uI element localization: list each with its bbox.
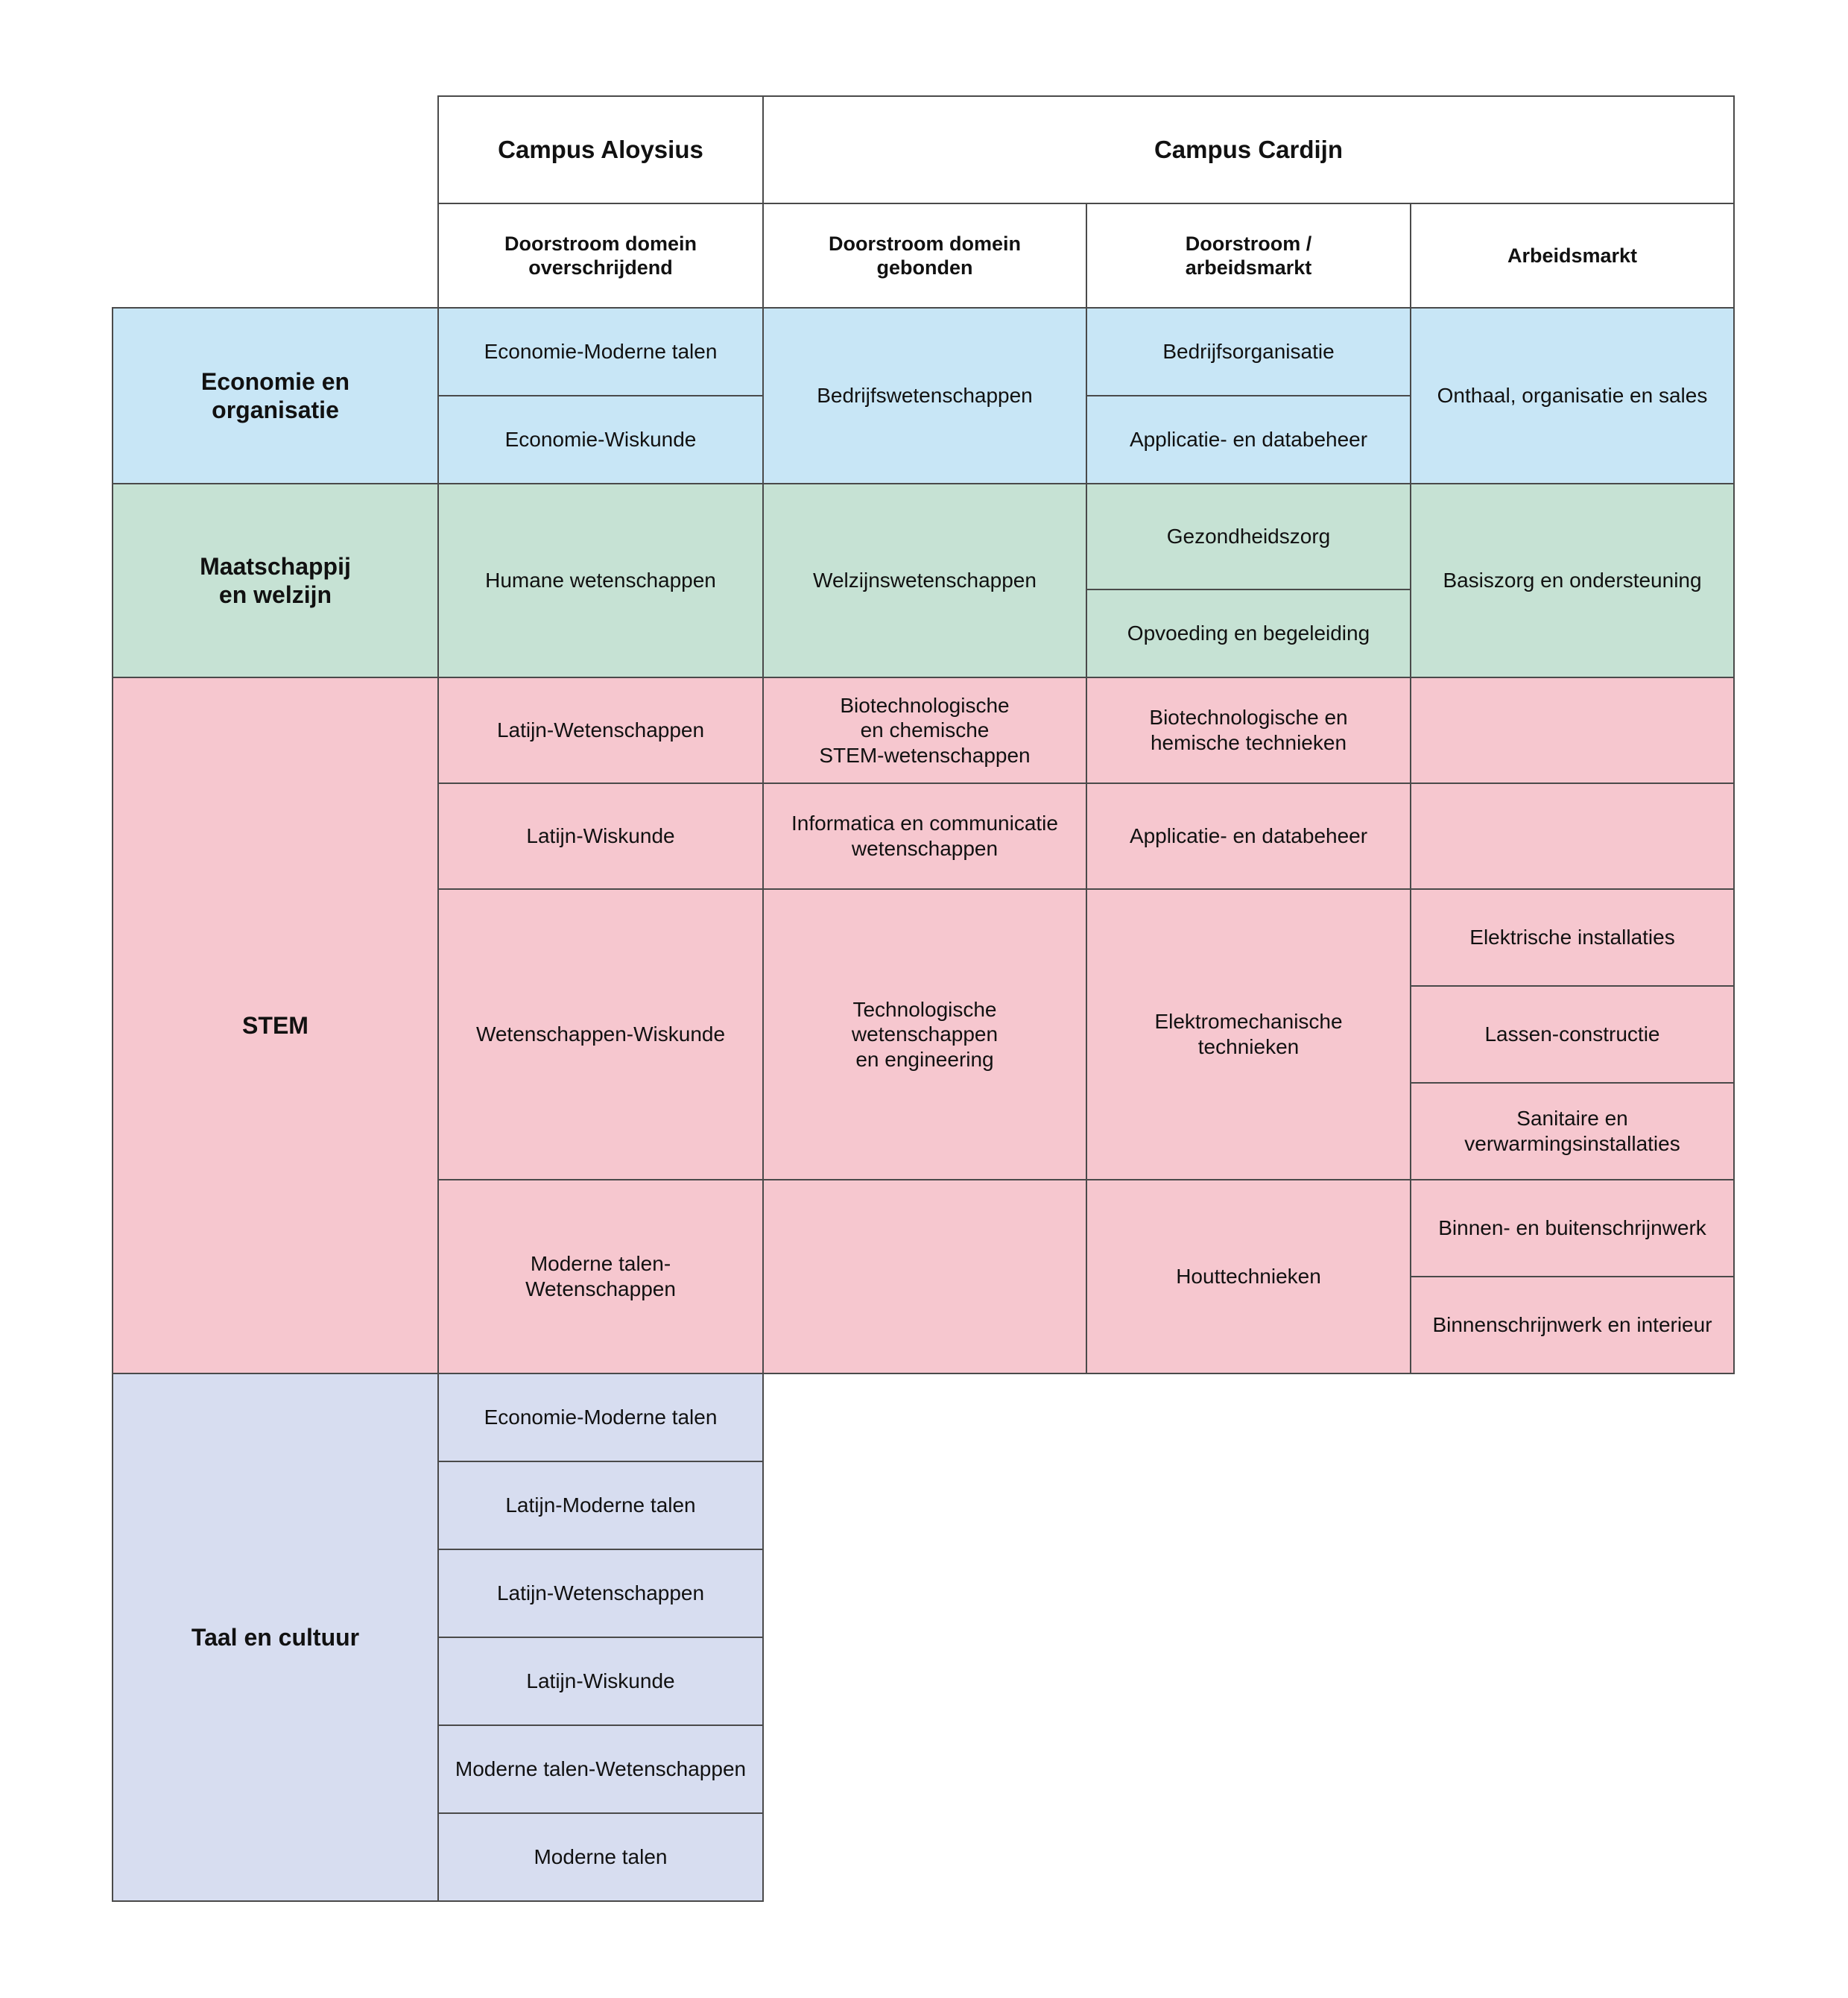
cell-empty (762, 1179, 1087, 1374)
cell: Wetenschappen-Wiskunde (437, 888, 764, 1180)
cell: Latijn-Wetenschappen (437, 1549, 764, 1638)
cell: Biotechnologische en hemische technieken (1086, 677, 1411, 784)
cell: Basiszorg en ondersteuning (1410, 483, 1735, 678)
column-header: Doorstroom / arbeidsmarkt (1086, 203, 1411, 309)
cell: Binnen- en buitenschrijnwerk (1410, 1179, 1735, 1277)
cell: Moderne talen (437, 1812, 764, 1902)
cell: Applicatie- en databeheer (1086, 395, 1411, 484)
cell: Latijn-Wiskunde (437, 783, 764, 890)
cell: Applicatie- en databeheer (1086, 783, 1411, 890)
domain-taal: Taal en cultuur (112, 1373, 439, 1902)
cell: Gezondheidszorg (1086, 483, 1411, 590)
cell: Moderne talen-Wetenschappen (437, 1724, 764, 1814)
cell: Moderne talen- Wetenschappen (437, 1179, 764, 1374)
cell: Elektromechanische technieken (1086, 888, 1411, 1180)
domain-maatschappij: Maatschappij en welzijn (112, 483, 439, 678)
column-header: Arbeidsmarkt (1410, 203, 1735, 309)
cell: Technologische wetenschappen en engineer… (762, 888, 1087, 1180)
column-header: Doorstroom domein overschrijdend (437, 203, 764, 309)
domain-stem: STEM (112, 677, 439, 1374)
cell: Economie-Wiskunde (437, 395, 764, 484)
column-header: Doorstroom domein gebonden (762, 203, 1087, 309)
cell: Onthaal, organisatie en sales (1410, 307, 1735, 484)
cell: Informatica en communicatie wetenschappe… (762, 783, 1087, 890)
cell-empty (1410, 783, 1735, 890)
cell: Bedrijfsorganisatie (1086, 307, 1411, 396)
domain-economie: Economie en organisatie (112, 307, 439, 484)
cell: Bedrijfswetenschappen (762, 307, 1087, 484)
cell: Binnenschrijnwerk en interieur (1410, 1276, 1735, 1374)
cell: Latijn-Wiskunde (437, 1637, 764, 1726)
cell: Houttechnieken (1086, 1179, 1411, 1374)
cell: Latijn-Moderne talen (437, 1461, 764, 1550)
cell: Biotechnologische en chemische STEM-wete… (762, 677, 1087, 784)
cell: Humane wetenschappen (437, 483, 764, 678)
cell: Latijn-Wetenschappen (437, 677, 764, 784)
cell: Welzijnswetenschappen (762, 483, 1087, 678)
campus-aloysius-header: Campus Aloysius (437, 95, 764, 204)
cell: Lassen-constructie (1410, 985, 1735, 1084)
campus-cardijn-header: Campus Cardijn (762, 95, 1735, 204)
cell: Elektrische installaties (1410, 888, 1735, 987)
cell: Economie-Moderne talen (437, 1373, 764, 1462)
cell: Economie-Moderne talen (437, 307, 764, 396)
cell: Opvoeding en begeleiding (1086, 589, 1411, 678)
cell-empty (1410, 677, 1735, 784)
cell: Sanitaire en verwarmingsinstallaties (1410, 1082, 1735, 1180)
